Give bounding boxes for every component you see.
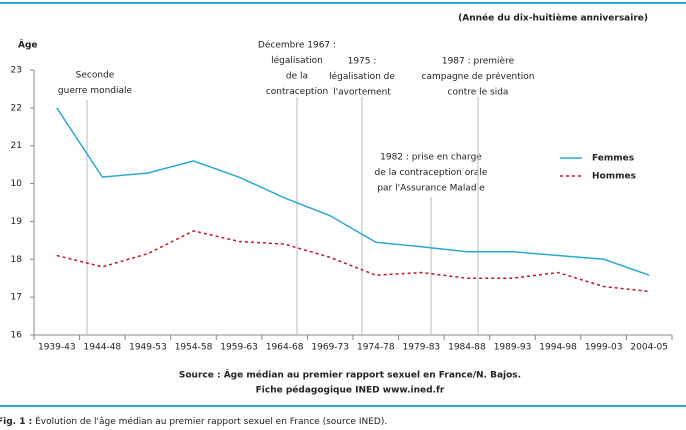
legend-label: Hommes [592, 172, 636, 182]
annotation: campagne de prévention [422, 71, 535, 82]
annotation: 1987 : première [442, 56, 515, 67]
x-tick-label: 1989-93 [494, 343, 532, 353]
x-tick-label: 1984-88 [448, 343, 486, 353]
x-tick-label: 1959-63 [220, 343, 258, 353]
x-tick-label: 1999-03 [585, 343, 623, 353]
annotation: Décembre 1967 : [258, 40, 336, 51]
x-tick-label: 2004-05 [630, 343, 668, 353]
annotation: de la contraception orale [375, 168, 488, 178]
x-tick-label: 1949-53 [129, 343, 167, 353]
x-tick-label: 1964-68 [266, 343, 304, 353]
x-tick-label: 1944-48 [84, 343, 122, 353]
legend-label: Femmes [592, 154, 634, 164]
note: (Année du dix-huitième anniversaire) [458, 13, 648, 24]
series-line [56, 107, 650, 276]
y-tick-label: 23 [11, 66, 22, 76]
annotation: guerre mondiale [58, 86, 133, 96]
x-tick-label: 1954-58 [175, 343, 213, 353]
x-tick-label: 1994-98 [539, 343, 577, 353]
y-tick-label: 18 [11, 255, 23, 265]
source: Source : Âge médian au premier rapport s… [179, 369, 521, 381]
annotation: 1975 : [348, 57, 377, 67]
caption: Fig. 1 : Évolution de l'âge médian au pr… [0, 415, 387, 427]
x-tick-label: 1979-83 [403, 343, 441, 353]
y-tick-label: 10 [11, 179, 23, 189]
caption-label: Fig. 1 : [0, 417, 32, 427]
annotation: l'avortement [333, 88, 391, 98]
y-label: Âge [18, 39, 38, 51]
y-tick-label: 21 [11, 141, 22, 151]
annotation: contre le sida [448, 88, 509, 98]
x-tick-label: 1969-73 [311, 343, 349, 353]
y-tick-label: 22 [11, 103, 22, 113]
y-tick-label: 16 [11, 331, 23, 341]
y-tick-label: 17 [11, 293, 22, 303]
source: Fiche pédagogique INED www.ined.fr [256, 385, 445, 396]
x-tick-label: 1974-78 [357, 343, 395, 353]
annotation: par l'Assurance Maladie [377, 184, 485, 194]
y-tick-label: 19 [11, 217, 23, 227]
annotation: 1982 : prise en charge [380, 153, 482, 163]
annotation: légalisation de [329, 71, 395, 82]
caption-text: Évolution de l'âge médian au premier rap… [35, 415, 387, 427]
annotation: de la [286, 72, 308, 82]
annotation: Seconde [76, 71, 115, 81]
series-line [56, 230, 650, 293]
annotation: contraception [266, 87, 328, 97]
annotation: légalisation [271, 55, 323, 66]
x-tick-label: 1939-43 [38, 343, 76, 353]
